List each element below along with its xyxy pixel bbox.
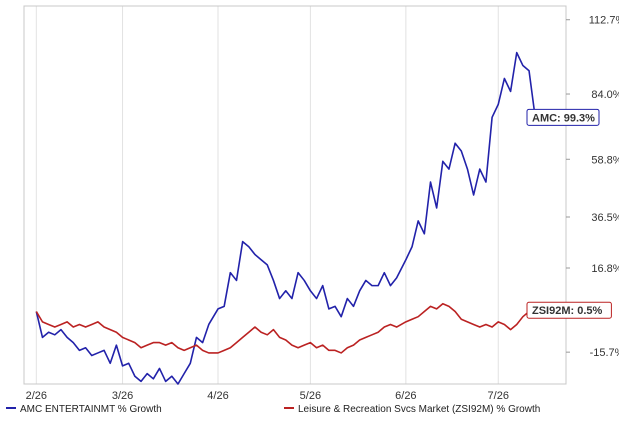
legend-swatch-zsi — [284, 407, 294, 410]
legend-label-amc: AMC ENTERTAINMT % Growth — [20, 404, 162, 415]
end-label-amc-box — [526, 108, 600, 126]
x-tick-label: 3/26 — [112, 390, 133, 402]
end-label-zsi92m-box — [526, 301, 612, 319]
y-tick-label: 16.8% — [591, 263, 619, 275]
y-tick-label: 36.5% — [591, 212, 619, 224]
series — [35, 51, 536, 385]
tick-labels: 2/26 3/26 4/26 5/26 6/26 7/26 112.7% 84.0% 58.8%… — [26, 15, 619, 402]
grid — [35, 6, 499, 384]
x-tick-label: 4/26 — [207, 390, 228, 402]
series-line-amc — [35, 51, 536, 385]
axes — [23, 5, 570, 385]
plot-frame — [23, 5, 567, 385]
x-tick-label: 7/26 — [488, 390, 509, 402]
legend-item-zsi: Leisure & Recreation Svcs Market (ZSI92M… — [284, 404, 540, 415]
end-label-zsi92m-text: ZSI92M: 0.5% — [532, 305, 603, 317]
series-line-zsi92m — [35, 302, 536, 354]
legend-swatch-amc — [6, 407, 16, 410]
y-tick-label: 112.7% — [589, 15, 619, 27]
x-tick-label: 6/26 — [395, 390, 416, 402]
x-tick-label: 5/26 — [300, 390, 321, 402]
legend-label-zsi: Leisure & Recreation Svcs Market (ZSI92M… — [298, 404, 541, 415]
end-labels: AMC: 99.3% ZSI92M: 0.5% — [526, 108, 612, 319]
end-label-amc-text: AMC: 99.3% — [532, 112, 595, 124]
legend-item-amc: AMC ENTERTAINMT % Growth — [6, 404, 162, 415]
y-tick-label: 58.8% — [591, 154, 619, 166]
y-tick-label: -15.7% — [590, 347, 619, 359]
y-tick-label: 84.0% — [591, 89, 619, 101]
x-tick-label: 2/26 — [26, 390, 47, 402]
legend: AMC ENTERTAINMT % Growth Leisure & Recre… — [6, 404, 616, 420]
